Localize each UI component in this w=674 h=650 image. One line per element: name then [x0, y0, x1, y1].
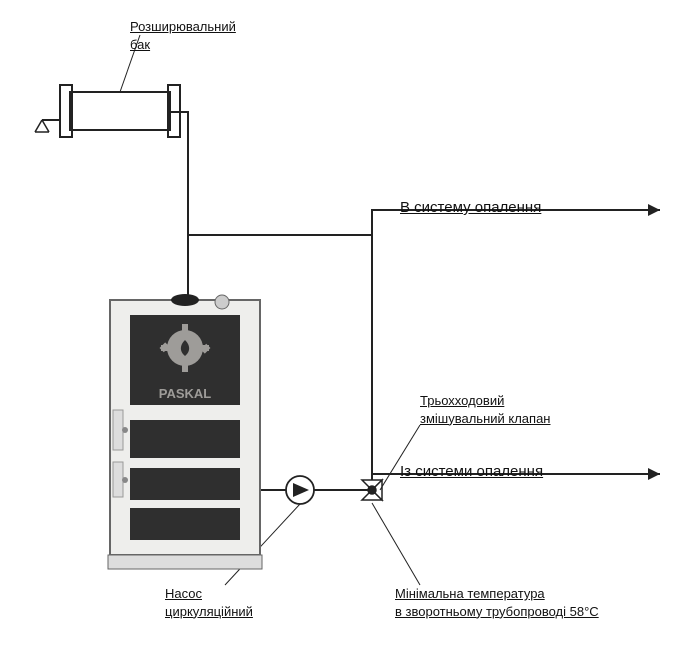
boiler-brand-label: PASKAL	[159, 386, 212, 401]
circulation-pump-icon	[286, 476, 314, 504]
heating-schematic: PASKAL	[0, 0, 674, 650]
valve-label: Трьохходовий змішувальний клапан	[420, 392, 550, 427]
min-temp-label: Мінімальна температура в зворотньому тру…	[395, 585, 599, 620]
to-system-label: В систему опалення	[400, 198, 541, 218]
pump-label: Насос циркуляційний	[165, 585, 253, 620]
from-system-label: Із системи опалення	[400, 462, 543, 482]
expansion-tank	[35, 85, 180, 137]
boiler: PASKAL	[108, 294, 262, 569]
expansion-tank-label: Розширювальний бак	[130, 18, 236, 53]
